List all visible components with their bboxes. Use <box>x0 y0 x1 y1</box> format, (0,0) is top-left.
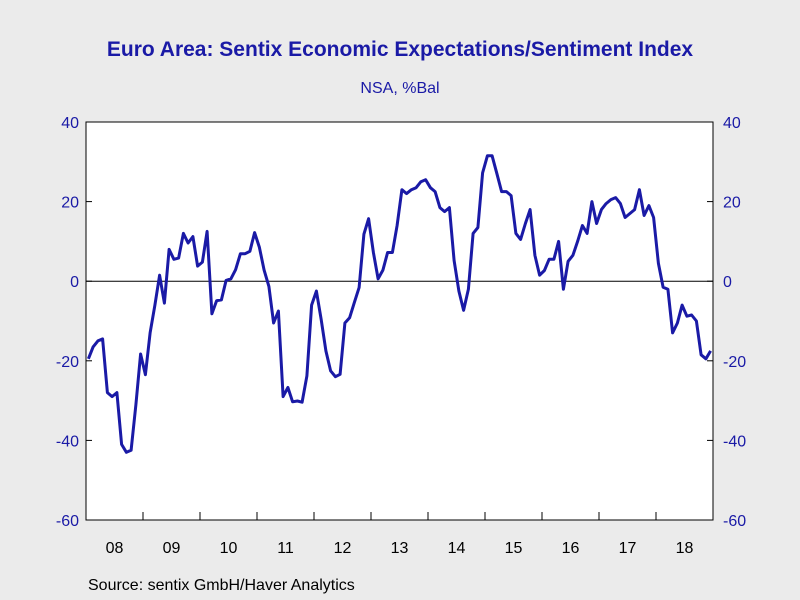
x-tick-label: 13 <box>391 540 409 557</box>
y-tick-label-left: 40 <box>61 115 79 132</box>
x-axis: 08 09 10 11 12 13 14 15 16 17 18 <box>106 512 694 557</box>
x-tick-label: 09 <box>163 540 181 557</box>
x-tick-label: 16 <box>562 540 580 557</box>
y-axis-right: 40 20 0 -20 -40 -60 <box>707 115 746 530</box>
y-tick-label-right: 0 <box>723 274 732 291</box>
y-tick-label-right: 20 <box>723 195 741 212</box>
y-tick-label-right: 40 <box>723 115 741 132</box>
y-tick-label-left: -40 <box>56 433 79 450</box>
x-tick-label: 08 <box>106 540 124 557</box>
y-tick-label-left: 20 <box>61 195 79 212</box>
y-tick-label-left: -60 <box>56 513 79 530</box>
x-tick-label: 18 <box>676 540 694 557</box>
chart-subtitle: NSA, %Bal <box>360 80 440 97</box>
series-line <box>87 154 712 454</box>
x-tick-label: 14 <box>448 540 466 557</box>
y-tick-label-right: -40 <box>723 433 746 450</box>
chart-title: Euro Area: Sentix Economic Expectations/… <box>106 38 694 61</box>
y-axis-left: 40 20 0 -20 -40 -60 <box>56 115 92 530</box>
x-tick-label: 10 <box>220 540 238 557</box>
x-tick-label: 12 <box>334 540 352 557</box>
y-tick-label-left: -20 <box>56 354 79 371</box>
y-tick-label-right: -60 <box>723 513 746 530</box>
source-note: Source: sentix GmbH/Haver Analytics <box>88 577 355 594</box>
plot-area <box>85 121 714 521</box>
x-tick-label: 15 <box>505 540 523 557</box>
x-tick-label: 17 <box>619 540 637 557</box>
x-tick-label: 11 <box>277 540 294 557</box>
y-tick-label-right: -20 <box>723 354 746 371</box>
y-tick-label-left: 0 <box>70 274 79 291</box>
